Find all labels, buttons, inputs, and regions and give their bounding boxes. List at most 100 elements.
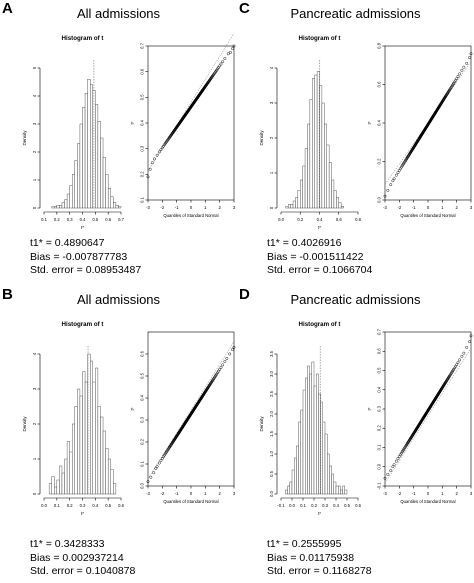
histogram-bar xyxy=(328,162,332,209)
y-tick-label: 2 xyxy=(269,136,274,139)
x-tick-label: 0.1 xyxy=(54,503,60,508)
histogram-bar xyxy=(307,123,311,209)
y-tick-label: 0.5 xyxy=(140,372,145,378)
qq-point xyxy=(159,148,163,152)
histogram-bar xyxy=(322,421,326,495)
histogram-bar xyxy=(92,381,96,495)
histogram-bar xyxy=(61,202,65,209)
qq-point xyxy=(219,365,223,369)
qq-plot: -3 -2 -1 0 1 2 3 Quantiles of Standard Normal -0… xyxy=(367,328,473,504)
y-tick-label: 4 xyxy=(32,352,37,355)
histogram-bar xyxy=(102,157,106,209)
qq-point xyxy=(469,334,473,338)
y-axis-label: Density xyxy=(22,416,27,432)
histogram-bar xyxy=(69,451,73,495)
histogram-bar xyxy=(118,206,122,209)
y-tick-label: 3 xyxy=(32,122,37,125)
qq-point xyxy=(383,476,387,480)
qq-point xyxy=(221,60,225,64)
histogram-bar xyxy=(316,71,320,209)
histogram-bar xyxy=(72,174,76,209)
qq-plot: -3 -2 -1 0 1 2 3 Quantiles of Standard Normal 0.… xyxy=(130,331,236,504)
qq-point xyxy=(210,380,213,384)
y-tick-label: 0 xyxy=(32,206,37,209)
histogram-bar xyxy=(56,479,60,495)
y-tick-label: 0.0 xyxy=(140,482,145,488)
qq-point xyxy=(394,173,398,177)
x-axis-label: Quantiles of Standard Normal xyxy=(163,499,218,504)
histogram-bar xyxy=(97,406,101,495)
x-tick-label: 0.6 xyxy=(105,217,111,222)
qq-point xyxy=(232,345,236,349)
x-tick-label: 0.6 xyxy=(118,503,124,508)
histogram-bar xyxy=(89,84,93,209)
histogram-bar xyxy=(287,485,290,495)
histogram-bar xyxy=(321,102,325,209)
x-tick-label: 0.8 xyxy=(355,217,361,222)
y-axis-label: t* xyxy=(130,407,135,410)
qq-point xyxy=(146,480,150,484)
y-tick-label: 1 xyxy=(32,178,37,181)
qq-point xyxy=(394,459,398,463)
qq-point xyxy=(218,368,222,371)
histogram-bar xyxy=(56,204,60,209)
histogram-bar xyxy=(69,185,73,209)
x-tick-label: 1 xyxy=(441,491,444,496)
histogram-bar xyxy=(87,79,91,209)
qq-point xyxy=(392,463,396,467)
y-tick-label: 0.7 xyxy=(377,328,382,334)
x-axis-label: t* xyxy=(318,225,321,230)
qq-point xyxy=(396,171,400,175)
histogram-bar xyxy=(79,395,83,495)
x-axis-label: Quantiles of Standard Normal xyxy=(400,499,455,504)
histogram-bar xyxy=(110,469,114,495)
qq-reference-line xyxy=(384,61,472,185)
panel-letter: D xyxy=(239,286,250,303)
histogram-bar xyxy=(102,430,106,495)
bootstrap-stats: t1* = 0.2555995 Bias = 0.01175938 Std. e… xyxy=(267,538,372,579)
histogram-bar xyxy=(302,165,306,209)
qq-point xyxy=(465,61,469,65)
std-error-stat: Std. error = 0.08953487 xyxy=(30,264,142,276)
qq-point xyxy=(458,358,462,362)
panel-title: Pancreatic admissions xyxy=(290,292,421,307)
histogram-bar xyxy=(89,360,93,495)
x-tick-label: -2 xyxy=(160,491,164,496)
bootstrap-stats: t1* = 0.4890647 Bias = -0.007877783 Std.… xyxy=(30,237,141,278)
histogram-bar xyxy=(66,193,70,209)
x-tick-label: 0 xyxy=(190,491,193,496)
histogram-bar xyxy=(298,421,301,495)
qq-point xyxy=(160,457,164,460)
qq-point xyxy=(152,471,156,475)
qq-point xyxy=(396,457,400,461)
histogram-bar xyxy=(95,367,99,495)
qq-point xyxy=(149,475,153,479)
histogram-bar xyxy=(84,93,88,209)
y-tick-label: 3 xyxy=(269,101,274,104)
x-tick-label: -1 xyxy=(412,491,416,496)
histogram-bar xyxy=(289,481,293,495)
x-tick-label: 0.2 xyxy=(67,503,73,508)
qq-point xyxy=(223,57,227,60)
histogram-bar xyxy=(100,137,104,209)
qq-point xyxy=(154,466,158,470)
qq-point xyxy=(221,363,225,367)
y-tick-label: 0.6 xyxy=(377,81,382,87)
x-tick-label: -1 xyxy=(175,491,179,496)
x-tick-label: 0.2 xyxy=(54,217,60,222)
y-tick-label: 0.5 xyxy=(269,470,274,476)
y-tick-label: 2.5 xyxy=(269,390,274,396)
y-tick-label: 0.6 xyxy=(140,68,145,74)
plot-frame xyxy=(147,45,235,201)
histogram-bar xyxy=(292,200,296,209)
histogram-bar xyxy=(338,202,342,209)
qq-point xyxy=(389,183,393,187)
y-tick-label: 3.0 xyxy=(269,370,274,376)
x-tick-label: 0.6 xyxy=(336,217,342,222)
x-tick-label: 0 xyxy=(190,205,193,210)
y-tick-label: 0.3 xyxy=(140,145,145,151)
x-tick-label: -3 xyxy=(383,491,387,496)
qq-point xyxy=(391,179,395,183)
y-tick-label: 0.2 xyxy=(377,425,382,431)
y-tick-label: 4 xyxy=(32,94,37,97)
